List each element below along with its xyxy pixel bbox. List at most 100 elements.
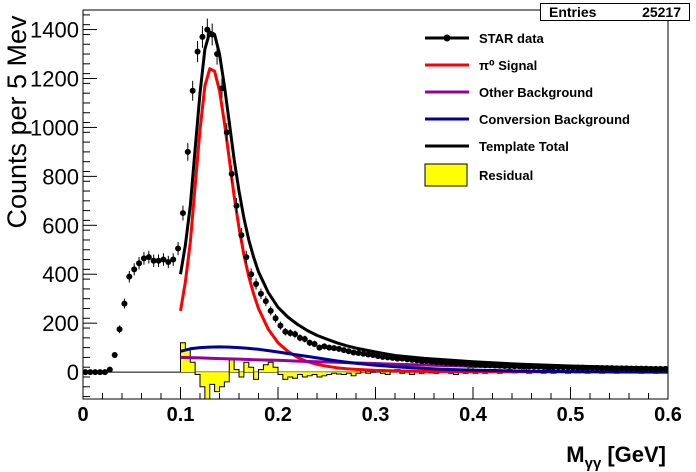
data-point (628, 365, 635, 372)
residual-bin (229, 359, 235, 373)
data-point (413, 357, 420, 364)
data-point (521, 363, 528, 370)
data-point (136, 260, 143, 267)
data-point (311, 340, 318, 347)
residual-bin (253, 372, 259, 380)
residual-bin (263, 364, 269, 373)
residual-bin (380, 372, 386, 374)
x-axis-label-main: M (566, 442, 584, 467)
residual-bin (287, 372, 293, 377)
data-point (647, 365, 654, 372)
data-point (253, 281, 260, 288)
data-point (111, 351, 118, 358)
data-point (618, 365, 625, 372)
data-point (282, 328, 289, 335)
residual-bin (292, 372, 298, 379)
data-point (438, 359, 445, 366)
residual-bin (297, 372, 303, 375)
data-point (643, 365, 650, 372)
legend-entry: Template Total (425, 139, 569, 154)
x-tick-label: 0.6 (654, 404, 682, 426)
residual-bin (239, 372, 244, 377)
data-point (433, 359, 440, 366)
legend: STAR data π⁰ Signal Other Background Conver… (424, 31, 630, 187)
legend-entry: Conversion Background (425, 112, 630, 127)
data-point (540, 363, 547, 370)
data-point (457, 360, 464, 367)
data-point (526, 363, 533, 370)
data-point (657, 365, 664, 372)
residual-bin (317, 372, 322, 377)
y-tick-label: 1200 (30, 67, 79, 92)
axes: 0 0.1 0.2 0.3 0.4 0.5 0.6 0 200 400 600 800 1000 1200… (30, 14, 682, 426)
data-point (389, 354, 396, 361)
data-point (550, 364, 557, 371)
residual-bin (190, 362, 196, 373)
legend-label: Template Total (479, 139, 569, 154)
data-point (101, 369, 108, 376)
residual-bin (185, 350, 191, 373)
data-point (316, 344, 323, 351)
data-point (662, 365, 669, 372)
data-point (516, 363, 523, 370)
data-point (189, 87, 196, 94)
data-point (204, 26, 211, 33)
x-tick-label: 0 (77, 404, 88, 426)
data-point (277, 322, 284, 329)
data-point (243, 254, 250, 261)
stats-entries-value: 25217 (642, 4, 681, 20)
data-point (613, 365, 620, 372)
series--signal-curve (179, 67, 668, 374)
residual-bin (200, 372, 205, 387)
data-point (355, 350, 362, 357)
data-point (384, 354, 391, 361)
residual-bin (195, 372, 200, 375)
residual-bin (214, 372, 220, 392)
x-tick-label: 0.1 (167, 404, 195, 426)
residual-bin (351, 372, 356, 376)
data-point (116, 326, 123, 333)
y-tick-label: 800 (42, 164, 79, 189)
data-point (233, 202, 240, 209)
y-tick-label: 600 (42, 213, 79, 238)
legend-swatch-marker (443, 34, 451, 42)
data-point (287, 329, 294, 336)
data-point (545, 363, 552, 370)
data-point (589, 364, 596, 371)
data-point (511, 363, 518, 370)
data-point (209, 31, 216, 38)
x-axis-label-subscript: γγ (585, 455, 602, 472)
data-point (565, 364, 572, 371)
data-point (535, 363, 542, 370)
residual-bin (302, 372, 308, 377)
data-point (599, 365, 606, 372)
residual-bin (273, 367, 278, 373)
data-point (145, 254, 152, 261)
data-point (335, 345, 342, 352)
data-point (452, 360, 459, 367)
y-tick-label: 0 (67, 360, 79, 385)
data-point (574, 364, 581, 371)
residual-bin (312, 372, 317, 375)
data-point (374, 353, 381, 360)
data-point (443, 359, 450, 366)
data-point (160, 256, 167, 263)
data-point (199, 33, 206, 40)
data-point (496, 362, 503, 369)
legend-entry: Other Background (425, 85, 593, 100)
data-point (365, 351, 372, 358)
data-point (360, 350, 367, 357)
data-point (448, 360, 455, 367)
legend-label: Other Background (479, 85, 593, 100)
residual-bin (307, 372, 313, 376)
data-point (228, 170, 235, 177)
data-point (584, 364, 591, 371)
data-point (579, 364, 586, 371)
stats-box: Entries 25217 (540, 3, 690, 21)
residual-bin (453, 372, 459, 375)
residual-bin (409, 372, 415, 375)
data-point (296, 334, 303, 341)
data-point (345, 348, 352, 355)
data-point (530, 363, 537, 370)
